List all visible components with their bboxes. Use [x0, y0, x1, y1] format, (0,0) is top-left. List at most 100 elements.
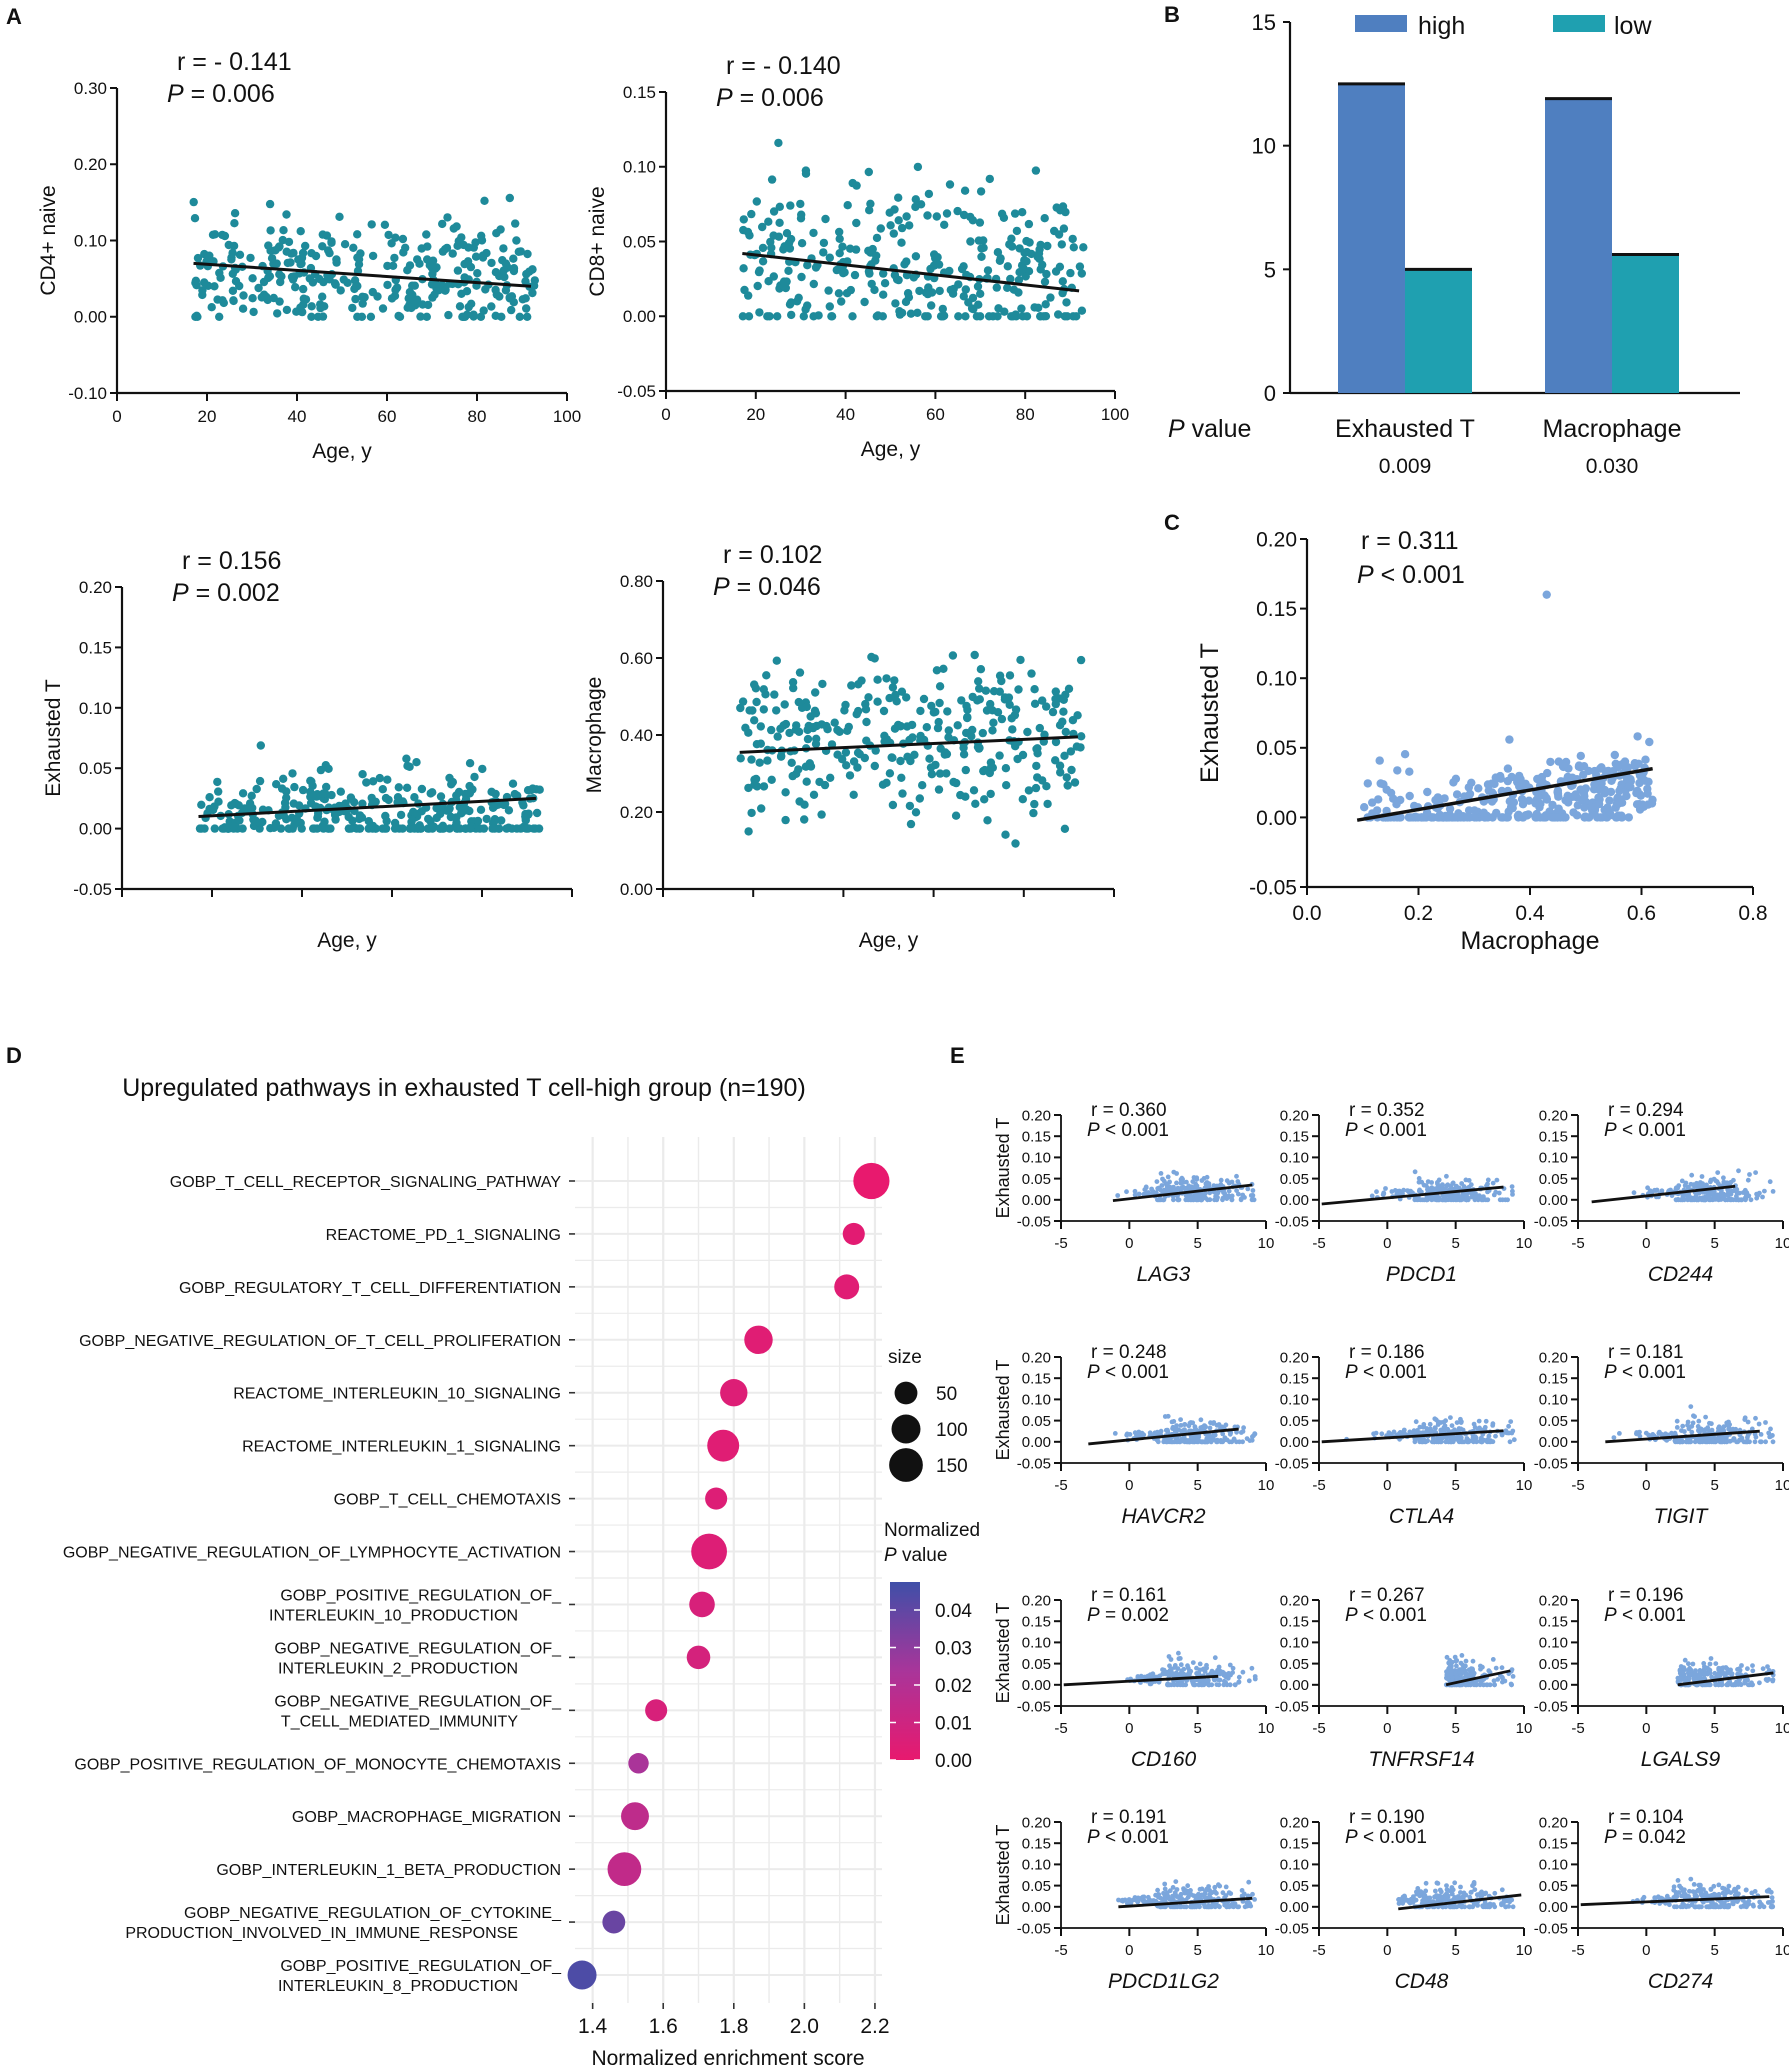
scatter-point	[1715, 1170, 1721, 1175]
scatter-point	[532, 808, 542, 818]
scatter-point	[1155, 1429, 1160, 1435]
scatter-point	[976, 187, 986, 196]
x-tick-label: 0	[1383, 1477, 1391, 1494]
scatter-point	[1425, 1185, 1431, 1191]
scatter-point	[1066, 268, 1075, 278]
scatter-point	[787, 758, 796, 767]
scatter-point	[985, 174, 994, 184]
scatter-point	[804, 721, 813, 731]
scatter-point	[256, 741, 265, 750]
scatter-point	[452, 813, 461, 822]
scatter-point	[482, 814, 491, 824]
scatter-point	[1737, 1190, 1742, 1196]
scatter-point	[1396, 813, 1405, 822]
scatter-point	[919, 694, 929, 704]
y-tick-label: 0.20	[1280, 1107, 1309, 1124]
scatter-point	[521, 277, 530, 286]
scatter-point	[1447, 1888, 1453, 1894]
scatter-point	[1001, 830, 1010, 839]
x-tick-label: 5	[1710, 1235, 1718, 1252]
scatter-point	[886, 221, 895, 230]
scatter-point	[1140, 1675, 1145, 1681]
scatter-point	[1730, 1426, 1736, 1432]
scatter-point	[786, 298, 796, 307]
scatter-point	[1470, 1435, 1476, 1440]
scatter-point	[1231, 1904, 1236, 1910]
scatter-point	[1222, 1190, 1227, 1196]
scatter-point	[1234, 1439, 1239, 1445]
scatter-point	[276, 824, 286, 833]
scatter-point	[1174, 1887, 1180, 1892]
scatter-point	[1610, 750, 1620, 760]
scatter-point	[1421, 1182, 1427, 1188]
scatter-point	[1042, 782, 1051, 791]
scatter-point	[1678, 1664, 1684, 1669]
scatter-point	[892, 697, 901, 706]
scatter-point	[995, 751, 1004, 760]
scatter-point	[862, 736, 871, 745]
x-tick-label: 0.2	[1404, 902, 1433, 925]
scatter-point	[849, 790, 858, 799]
scatter-point	[1508, 1681, 1514, 1687]
scatter-point	[1510, 1428, 1516, 1434]
scatter-point	[227, 253, 236, 262]
scatter-point	[1179, 1679, 1184, 1685]
scatter-point	[1225, 1902, 1231, 1908]
scatter-point	[290, 782, 299, 792]
scatter-point	[1615, 786, 1624, 796]
scatter-point	[992, 283, 1001, 292]
scatter-point	[1750, 1663, 1755, 1668]
scatter-point	[316, 765, 326, 775]
scatter-point	[1470, 813, 1479, 822]
scatter-point	[1382, 785, 1391, 794]
y-tick-label: 0.05	[1280, 1171, 1309, 1188]
pathway-dot	[720, 1379, 748, 1407]
x-tick-label: 5	[1451, 1477, 1459, 1494]
pathway-label: REACTOME_PD_1_SIGNALING	[326, 1227, 561, 1244]
scatter-point	[1014, 275, 1024, 285]
p-value-text: = 0.002	[189, 579, 280, 607]
scatter-point	[1410, 801, 1419, 811]
scatter-point	[1373, 1430, 1379, 1436]
scatter-point	[1594, 800, 1604, 809]
scatter-point	[819, 238, 829, 248]
scatter-point	[794, 293, 803, 302]
scatter-point	[1743, 1197, 1748, 1203]
scatter-point	[1145, 1673, 1151, 1679]
scatter-point	[1492, 1890, 1498, 1896]
scatter-point	[1005, 671, 1015, 680]
scatter-point	[1617, 1431, 1622, 1436]
scatter-point	[1637, 1433, 1643, 1439]
scatter-point	[319, 789, 328, 798]
scatter-point	[902, 722, 912, 731]
pathway-label-line1: GOBP_NEGATIVE_REGULATION_OF_	[274, 1693, 562, 1710]
scatter-point	[1691, 1882, 1697, 1887]
scatter-point	[752, 697, 761, 707]
scatter-point	[1011, 839, 1020, 848]
scatter-point	[1022, 312, 1032, 321]
stat-r: r = 0.196	[1608, 1585, 1684, 1606]
stat-p: P < 0.001	[1604, 1605, 1686, 1626]
scatter-point	[428, 824, 437, 833]
y-tick-label: 0.00	[1280, 1434, 1309, 1451]
scatter-point	[973, 282, 983, 291]
scatter-point	[1433, 793, 1443, 802]
color-legend-label: 0.01	[935, 1714, 972, 1735]
scatter-point	[449, 224, 458, 233]
scatter-point	[1458, 1884, 1463, 1890]
scatter-point	[1438, 1439, 1443, 1445]
pathway-label: GOBP_REGULATORY_T_CELL_DIFFERENTIATION	[179, 1280, 561, 1297]
scatter-point	[343, 278, 352, 287]
scatter-point	[1079, 243, 1088, 252]
scatter-point	[246, 253, 255, 263]
stat-p: P = 0.006	[716, 84, 824, 112]
stat-r: r = 0.186	[1349, 1342, 1425, 1363]
scatter-point	[744, 312, 754, 321]
y-axis-label: Exhausted T	[42, 679, 65, 797]
stat-r: r = 0.311	[1361, 527, 1459, 555]
scatter-point	[275, 270, 284, 279]
x-tick-label: 0	[1383, 1942, 1391, 1959]
scatter-point	[1486, 1668, 1492, 1674]
scatter-point	[780, 242, 789, 251]
scatter-point	[1182, 1890, 1188, 1896]
